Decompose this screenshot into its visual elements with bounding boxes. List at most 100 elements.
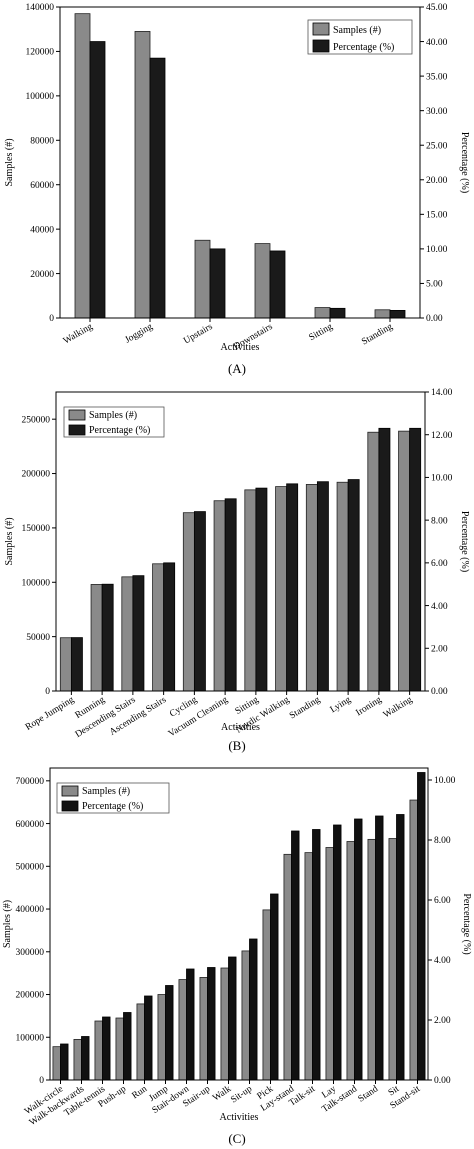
bar-percentage	[316, 481, 329, 692]
legend-label: Samples (#)	[89, 410, 137, 421]
bar-percentage	[70, 637, 83, 692]
y2-axis-title: Percentage (%)	[461, 893, 472, 954]
bar-samples	[304, 852, 313, 1081]
legend-label: Percentage (%)	[82, 801, 143, 812]
y-tick-label: 600000	[16, 820, 45, 830]
bar-percentage	[193, 511, 206, 692]
x-tick-label: Walk	[211, 1084, 233, 1104]
bar-percentage	[149, 57, 166, 319]
bar-samples	[283, 853, 292, 1081]
bar-percentage	[291, 830, 300, 1081]
legend-swatch	[68, 409, 86, 421]
y2-tick-label: 0.00	[426, 314, 443, 324]
y2-tick-label: 8.00	[434, 836, 451, 846]
bar-samples	[115, 1017, 124, 1081]
y-axis-title: Samples (#)	[4, 517, 15, 565]
y2-tick-label: 0.00	[434, 1076, 451, 1086]
bar-percentage	[101, 583, 114, 692]
bar-samples	[336, 481, 349, 692]
y2-tick-label: 14.00	[431, 388, 453, 398]
bar-samples	[59, 637, 72, 692]
y2-tick-label: 40.00	[426, 38, 448, 48]
y-tick-label: 120000	[26, 48, 55, 58]
y2-tick-label: 4.00	[434, 956, 451, 966]
y2-tick-label: 10.00	[426, 245, 448, 255]
bar-percentage	[123, 1012, 132, 1081]
y-tick-label: 250000	[22, 415, 51, 425]
y2-axis-title: Percentage (%)	[459, 132, 470, 193]
bar-percentage	[81, 1036, 90, 1081]
y2-tick-label: 10.00	[434, 776, 456, 786]
bar-percentage	[378, 427, 391, 692]
y2-tick-label: 15.00	[426, 211, 448, 221]
bar-percentage	[255, 487, 268, 692]
x-axis-title: Activities	[220, 1112, 259, 1123]
y-tick-label: 700000	[16, 777, 45, 787]
y2-tick-label: 20.00	[426, 176, 448, 186]
bar-percentage	[347, 479, 360, 692]
x-tick-label: Lying	[329, 695, 353, 715]
bar-samples	[94, 1020, 103, 1081]
x-tick-label: Standing	[360, 322, 394, 348]
bar-percentage	[286, 483, 299, 692]
bar-samples	[213, 500, 226, 692]
chart-panel-0: 0 20000 40000 60000 80000 100000 120000 140000 0…	[4, 3, 470, 376]
bar-percentage	[209, 248, 226, 319]
bar-samples	[220, 967, 229, 1081]
bar-samples	[388, 838, 397, 1081]
x-tick-label: Sitting	[308, 322, 335, 343]
y-tick-label: 0	[45, 687, 50, 697]
bar-samples	[244, 489, 257, 692]
x-tick-label: Ironing	[354, 695, 383, 718]
y-tick-label: 100000	[26, 92, 55, 102]
y-tick-label: 150000	[22, 524, 51, 534]
bar-samples	[254, 243, 271, 319]
bar-samples	[314, 307, 331, 319]
bar-samples	[134, 31, 151, 319]
bar-percentage	[409, 427, 422, 692]
y-tick-label: 0	[39, 1076, 44, 1086]
x-tick-label: Ascending Stairs	[108, 695, 168, 738]
bar-percentage	[165, 985, 174, 1081]
y-axis-title: Samples (#)	[4, 138, 15, 186]
bar-percentage	[270, 893, 279, 1081]
bar-percentage	[163, 562, 176, 692]
bar-samples	[178, 979, 187, 1081]
bar-percentage	[389, 309, 406, 319]
bar-percentage	[89, 41, 106, 319]
y-tick-label: 0	[49, 314, 54, 324]
plot-frame	[59, 6, 421, 319]
chart-panel-1: 0 50000 100000 150000 200000 250000 0.00 2.00 4.…	[4, 388, 470, 753]
y2-tick-label: 45.00	[426, 3, 448, 13]
bar-samples	[346, 841, 355, 1081]
bar-percentage	[228, 956, 237, 1081]
y2-tick-label: 2.00	[434, 1016, 451, 1026]
x-tick-label: Run	[130, 1084, 149, 1101]
y2-tick-label: 6.00	[434, 896, 451, 906]
plot-frame	[49, 767, 429, 1081]
y-tick-label: 400000	[16, 905, 45, 915]
chart-panel-2: 0 100000 200000 300000 400000 500000 600000 700…	[2, 767, 472, 1146]
plot-frame	[55, 391, 426, 692]
y2-tick-label: 10.00	[431, 474, 453, 484]
bar-percentage	[207, 967, 216, 1081]
bar-samples	[90, 584, 103, 692]
x-tick-label: Rope Jumping	[24, 695, 76, 733]
bar-percentage	[333, 824, 342, 1081]
bar-percentage	[269, 250, 286, 319]
y-axis-title: Samples (#)	[2, 900, 13, 948]
bar-samples	[152, 563, 165, 692]
y2-axis-title: Percentage (%)	[459, 511, 470, 572]
y2-tick-label: 5.00	[426, 280, 443, 290]
bar-samples	[52, 1046, 61, 1081]
bar-samples	[194, 239, 211, 319]
legend: Samples (#) Percentage (%)	[63, 406, 165, 438]
bar-percentage	[186, 968, 195, 1081]
y2-tick-label: 25.00	[426, 141, 448, 151]
x-tick-label: Sit-up	[229, 1084, 254, 1105]
y2-tick-label: 0.00	[431, 687, 448, 697]
legend-swatch	[68, 424, 86, 436]
bar-samples	[262, 909, 271, 1081]
bar-percentage	[312, 829, 321, 1081]
bar-samples	[74, 13, 91, 319]
